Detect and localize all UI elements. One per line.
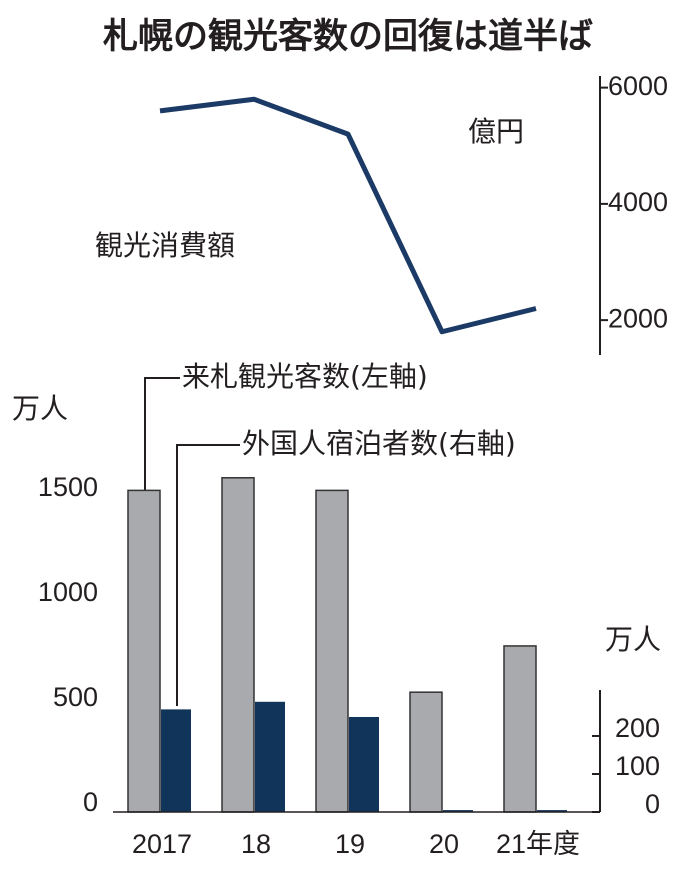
y2-tick-label: 100 bbox=[615, 751, 660, 781]
line bbox=[159, 96, 537, 335]
y-tick-label: 4000 bbox=[608, 187, 668, 217]
x-tick-label: 19 bbox=[335, 829, 365, 859]
bar bbox=[349, 716, 379, 812]
bar bbox=[537, 810, 567, 812]
bar bbox=[255, 701, 285, 812]
x-tick-label: 18 bbox=[241, 829, 271, 859]
bar bbox=[161, 709, 191, 812]
y2-unit: 万人 bbox=[605, 623, 661, 656]
x-tick-label: 2017 bbox=[132, 829, 192, 859]
x-tick-label: 21年度 bbox=[496, 829, 580, 859]
bar bbox=[221, 477, 255, 813]
y-tick-label: 1000 bbox=[38, 577, 98, 607]
legend-label: 来札観光客数(左軸) bbox=[182, 360, 428, 393]
line-unit: 億円 bbox=[468, 115, 524, 148]
y2-tick-label: 0 bbox=[645, 789, 660, 819]
leader-line bbox=[144, 377, 180, 490]
y-tick-label: 2000 bbox=[608, 303, 668, 333]
bar bbox=[315, 489, 349, 813]
y-unit: 万人 bbox=[12, 392, 68, 425]
bar bbox=[127, 489, 161, 813]
x-tick-label: 20 bbox=[429, 829, 459, 859]
y-tick-label: 0 bbox=[83, 787, 98, 817]
legend-label: 外国人宿泊者数(右軸) bbox=[242, 427, 516, 460]
chart-title: 札幌の観光客数の回復は道半ば bbox=[103, 16, 593, 57]
bar bbox=[503, 645, 537, 813]
y-tick-label: 500 bbox=[53, 682, 98, 712]
bar bbox=[409, 691, 443, 813]
bar bbox=[443, 810, 473, 812]
y2-tick-label: 200 bbox=[615, 713, 660, 743]
y-tick-label: 6000 bbox=[608, 71, 668, 101]
y-tick-label: 1500 bbox=[38, 472, 98, 502]
leader-line bbox=[176, 444, 240, 706]
line-label: 観光消費額 bbox=[95, 229, 235, 262]
